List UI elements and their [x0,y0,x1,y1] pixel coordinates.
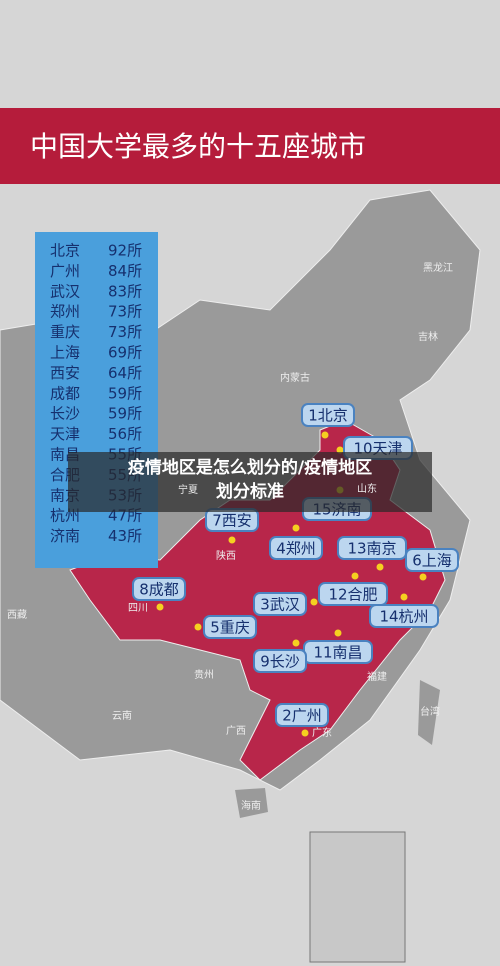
region-label: 吉林 [418,330,438,343]
region-label: 陕西 [216,549,236,562]
region-label: 福建 [367,670,387,683]
city-dot [292,524,300,532]
region-label: 四川 [128,603,148,614]
ranking-city: 广州 [50,262,80,280]
city-badge [337,536,407,560]
region-label: 黑龙江 [423,261,453,274]
city-badge-label: 13南京 [347,540,396,558]
region-label: 贵州 [194,668,214,681]
city-dot [351,572,359,580]
city-badge-label: 7西安 [212,512,252,530]
city-badge-label: 4郑州 [276,540,316,558]
city-dot [376,563,384,571]
city-badge-label: 8成都 [139,581,179,599]
city-dot [419,573,427,581]
ranking-city: 重庆 [50,323,80,341]
ranking-count: 84所 [108,262,142,280]
city-dot [334,629,342,637]
ranking-count: 83所 [108,282,142,300]
ranking-city: 上海 [50,344,80,362]
title-banner [0,108,500,184]
hainan [235,788,268,818]
city-badge [269,536,323,560]
inset-map [309,831,406,963]
region-label: 宁夏 [178,483,198,496]
city-badge-label: 3武汉 [260,596,300,614]
ranking-city: 成都 [50,384,80,402]
ranking-city: 天津 [50,425,80,443]
region-label: 广东 [312,726,332,739]
ranking-count: 73所 [108,303,142,321]
city-badge-label: 5重庆 [210,619,250,637]
ranking-count: 56所 [108,425,142,443]
region-label: 海南 [241,799,261,812]
ranking-count: 92所 [108,242,142,260]
city-badge [301,403,355,427]
city-dot [310,598,318,606]
ranking-city: 武汉 [50,282,80,300]
city-badge-label: 14杭州 [379,608,428,626]
city-dot [400,593,408,601]
region-label: 西藏 [7,609,27,621]
ranking-city: 郑州 [50,303,80,321]
taiwan [418,680,440,745]
city-badge [369,604,439,628]
city-dot [321,431,329,439]
ranking-count: 69所 [108,344,142,362]
city-badge [275,703,329,727]
city-badge-label: 12合肥 [328,586,377,604]
caption: 疫情地区是怎么划分的/疫情地区划分标准 [128,457,372,502]
ranking-city: 济南 [50,527,80,545]
city-badge-label: 11南昌 [313,644,362,662]
ranking-count: 43所 [108,527,142,545]
region-label: 广西 [226,725,246,737]
ranking-city: 西安 [50,364,80,382]
city-badge [405,548,459,572]
city-badge-label: 2广州 [282,707,322,725]
ranking-count: 59所 [108,384,142,402]
city-badge [132,577,186,601]
city-badge [253,592,307,616]
caption-band [68,452,432,512]
title: 中国大学最多的十五座城市 [30,130,366,163]
city-dot [336,446,344,454]
city-badge-label: 9长沙 [260,653,300,671]
city-dot [156,603,164,611]
ranking-count: 73所 [108,323,142,341]
region-label: 内蒙古 [280,371,310,384]
ranking-city: 长沙 [50,405,80,423]
city-dot [301,729,309,737]
city-badge [318,582,388,606]
city-badge-label: 1北京 [308,407,348,425]
city-dot [292,639,300,647]
region-label: 台湾 [420,705,440,718]
region-label: 山东 [357,482,377,495]
city-badge [203,615,257,639]
ranking-count: 59所 [108,405,142,423]
city-dot [194,623,202,631]
ranking-count: 64所 [108,364,142,382]
region-label: 云南 [112,709,132,722]
city-badge [253,649,307,673]
city-dot [228,536,236,544]
city-badge-label: 6上海 [412,552,452,570]
ranking-city: 北京 [50,242,80,260]
